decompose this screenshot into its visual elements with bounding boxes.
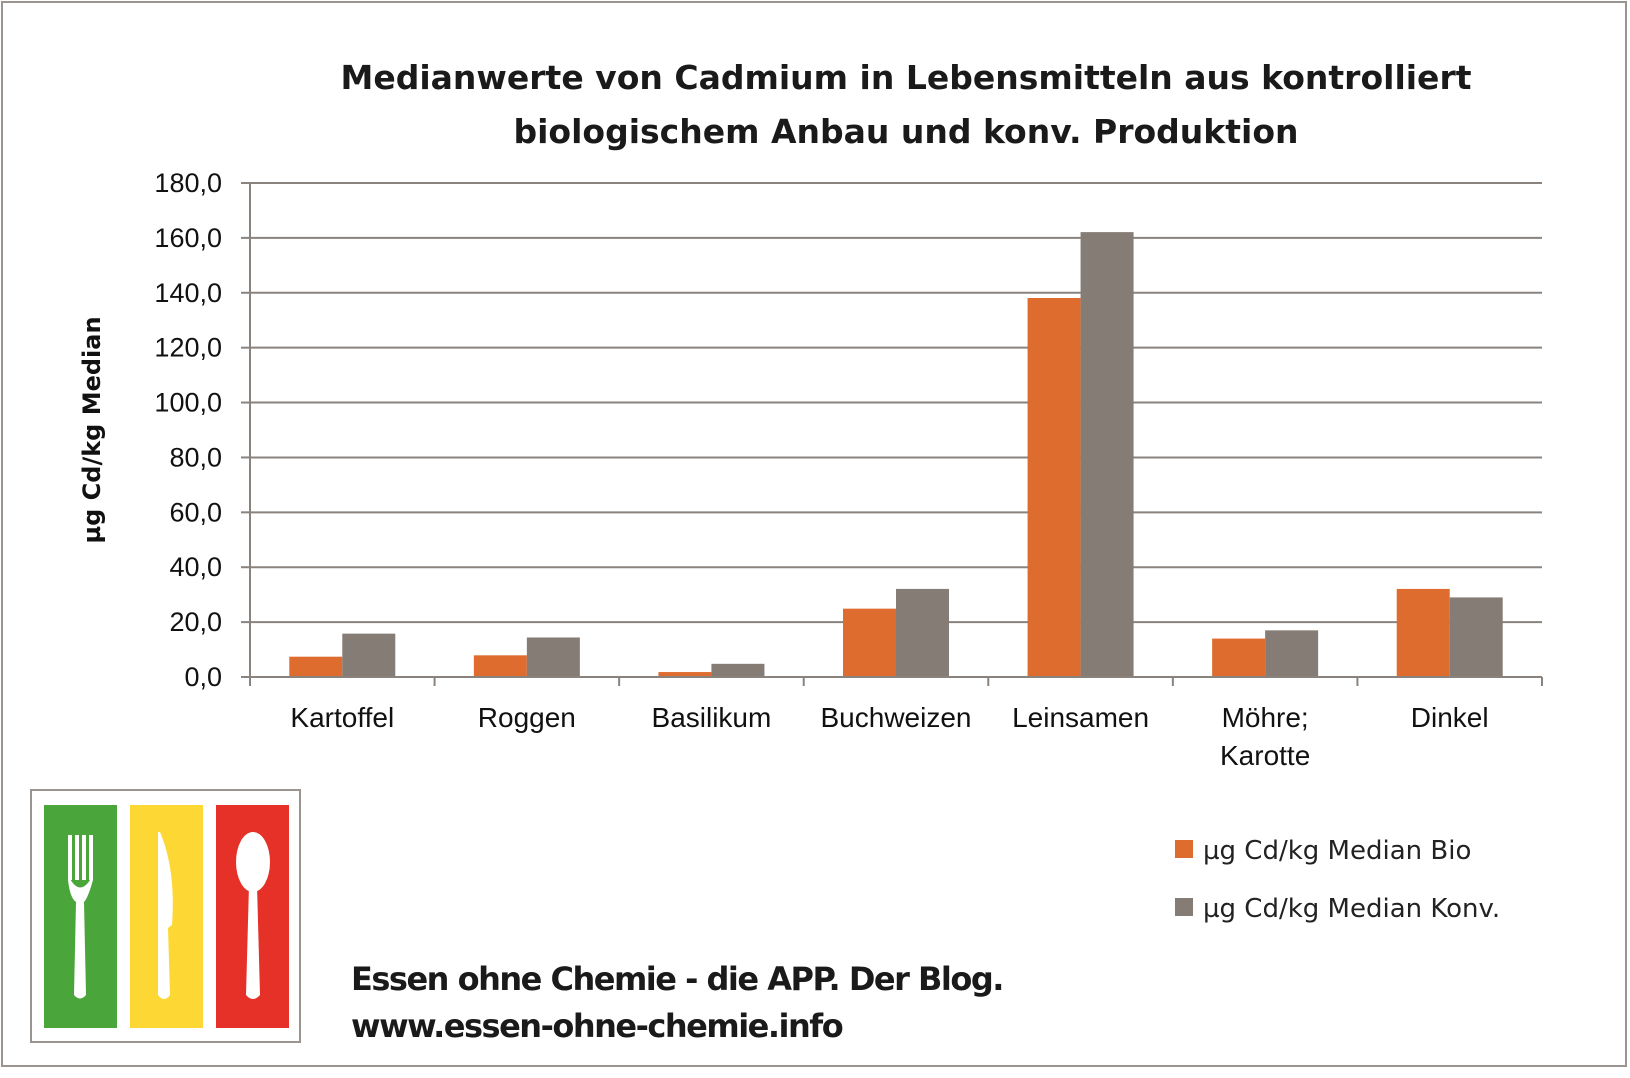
spoon-icon xyxy=(236,832,270,999)
bar-konv xyxy=(896,588,949,677)
y-tick-label: 120,0 xyxy=(154,333,222,363)
bar-konv xyxy=(526,637,580,677)
x-category-label: Kartoffel xyxy=(290,702,394,733)
bar-bio xyxy=(1396,588,1450,677)
bar-konv xyxy=(1449,597,1503,677)
chart-title-line2: biologischem Anbau und konv. Produktion xyxy=(514,112,1299,151)
legend-label-bio: µg Cd/kg Median Bio xyxy=(1203,836,1471,866)
x-category-label: Karotte xyxy=(1220,740,1310,771)
x-category-label: Roggen xyxy=(478,702,576,733)
bar-konv xyxy=(342,633,396,677)
bar-bio xyxy=(658,672,712,677)
fork-icon xyxy=(68,835,93,999)
bar-bio xyxy=(1027,297,1081,677)
y-tick-label: 80,0 xyxy=(169,442,222,472)
footer-line2[interactable]: www.essen-ohne-chemie.info xyxy=(351,1007,844,1045)
y-tick-label: 0,0 xyxy=(184,662,222,692)
y-tick-label: 160,0 xyxy=(154,223,222,253)
bar-konv xyxy=(711,663,765,677)
y-tick-label: 40,0 xyxy=(169,552,222,582)
legend-swatch-konv xyxy=(1175,898,1193,916)
bar-bio xyxy=(843,608,896,677)
legend-label-konv: µg Cd/kg Median Konv. xyxy=(1203,894,1500,924)
legend-swatch-bio xyxy=(1175,840,1193,858)
x-category-label: Möhre; xyxy=(1222,702,1309,733)
y-tick-label: 140,0 xyxy=(154,278,222,308)
x-category-label: Dinkel xyxy=(1411,702,1489,733)
bar-konv xyxy=(1080,232,1134,677)
y-tick-label: 180,0 xyxy=(154,168,222,198)
logo xyxy=(30,789,301,1043)
y-axis-label: µg Cd/kg Median xyxy=(78,316,106,543)
knife-icon xyxy=(158,832,173,999)
bar-bio xyxy=(289,656,343,677)
bar-bio xyxy=(473,655,527,677)
x-category-label: Leinsamen xyxy=(1012,702,1149,733)
bar-bio xyxy=(1212,638,1266,677)
x-category-label: Buchweizen xyxy=(821,702,972,733)
legend: µg Cd/kg Median Bio µg Cd/kg Median Konv… xyxy=(1175,836,1500,924)
footer-line1: Essen ohne Chemie - die APP. Der Blog. xyxy=(351,960,1003,998)
y-tick-label: 100,0 xyxy=(154,388,222,418)
x-category-label: Basilikum xyxy=(652,702,772,733)
chart-title-line1: Medianwerte von Cadmium in Lebensmitteln… xyxy=(340,58,1471,97)
y-tick-label: 60,0 xyxy=(169,497,222,527)
y-tick-label: 20,0 xyxy=(169,607,222,637)
bar-konv xyxy=(1265,630,1319,677)
